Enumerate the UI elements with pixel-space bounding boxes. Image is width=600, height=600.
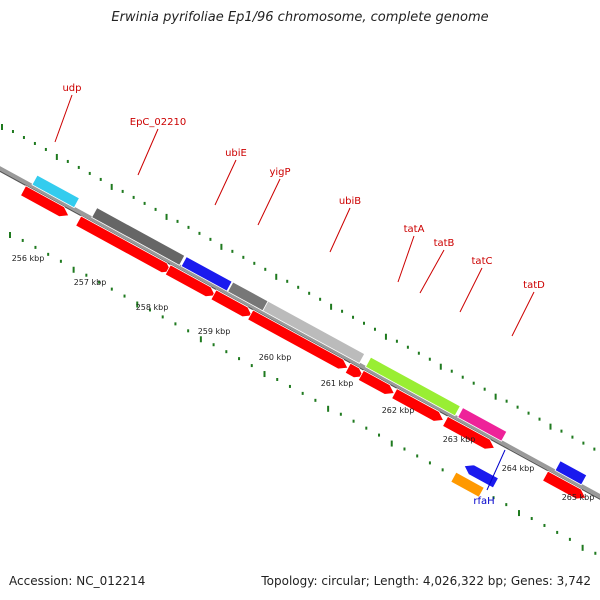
feature-cds [542, 470, 587, 500]
label-leader [257, 178, 281, 226]
feature-gene [554, 460, 588, 486]
feature-gene [364, 356, 461, 417]
feature-gene [91, 207, 186, 266]
label-leader [137, 128, 159, 176]
gene-label-yigp: yigP [269, 167, 290, 178]
feature-gene [262, 300, 366, 365]
feature-gene [457, 407, 508, 442]
genome-summary: Topology: circular; Length: 4,026,322 bp… [261, 574, 591, 588]
label-leader [486, 449, 506, 491]
gene-label-epc_02210: EpC_02210 [130, 117, 186, 128]
kbp-label: 263 kbp [443, 435, 476, 444]
feature-cds [391, 388, 445, 422]
label-leader [54, 94, 73, 143]
kbp-label: 257 kbp [74, 278, 107, 287]
label-leader [329, 207, 351, 253]
feature-cds [357, 369, 395, 395]
label-leader [397, 235, 415, 283]
kbp-label: 262 kbp [382, 406, 415, 415]
feature-cds [344, 362, 365, 379]
feature-gene [463, 464, 499, 489]
kbp-label: 260 kbp [259, 353, 292, 362]
tick-marks [1, 124, 597, 555]
feature-cds [247, 309, 349, 370]
label-leader [214, 159, 237, 206]
label-leader [459, 267, 483, 313]
gene-label-ubib: ubiB [339, 196, 361, 207]
accession-label: Accession: NC_012214 [9, 574, 146, 588]
label-leader [511, 291, 535, 337]
gene-label-udp: udp [62, 83, 81, 94]
feature-cds [210, 289, 253, 318]
kbp-label: 258 kbp [136, 303, 169, 312]
coordinate-labels: 256 kbp 257 kbp 258 kbp 259 kbp 260 kbp 261 k… [12, 254, 595, 502]
gene-labels: udp EpC_02210 ubiE yigP ubiB tatA tatB tatC tatD… [54, 83, 545, 507]
feature-track [19, 174, 588, 500]
feature-gene [31, 174, 80, 209]
gene-label-ubie: ubiE [225, 148, 247, 159]
gene-label-tatc: tatC [472, 256, 493, 267]
kbp-label: 265 kbp [562, 493, 595, 502]
feature-cds [164, 264, 216, 298]
map-title: Erwinia pyrifoliae Ep1/96 chromosome, co… [111, 10, 489, 25]
kbp-label: 256 kbp [12, 254, 45, 263]
label-leader [419, 249, 445, 294]
gene-label-tatd: tatD [523, 280, 545, 291]
feature-gene [450, 471, 485, 498]
backbone-line [0, 166, 600, 499]
gene-label-rfah: rfaH [473, 496, 494, 507]
feature-gene [180, 256, 233, 292]
feature-cds [442, 415, 496, 450]
kbp-label: 261 kbp [321, 379, 354, 388]
gene-label-tatb: tatB [434, 238, 455, 249]
feature-cds [19, 185, 70, 218]
kbp-label: 259 kbp [198, 327, 231, 336]
gene-label-tata: tatA [404, 224, 425, 235]
kbp-label: 264 kbp [502, 464, 535, 473]
